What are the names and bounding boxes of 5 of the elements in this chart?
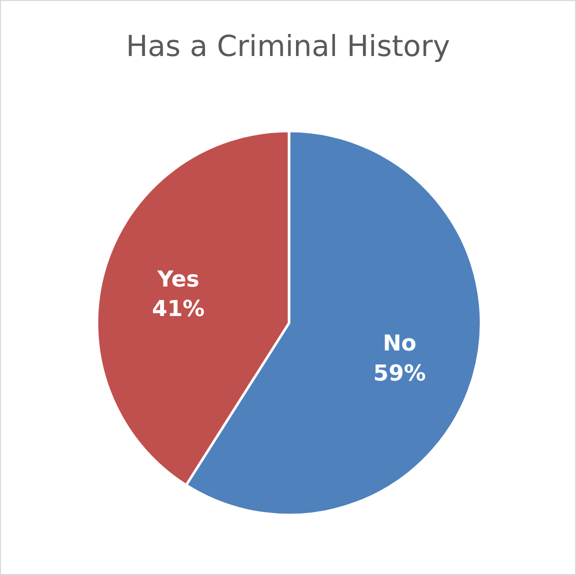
slice-label: Yes	[156, 267, 200, 292]
chart-title: Has a Criminal History	[126, 29, 450, 63]
slice-label: No	[382, 332, 416, 357]
data-label: 59%	[373, 361, 426, 386]
data-label: 41%	[152, 297, 205, 322]
